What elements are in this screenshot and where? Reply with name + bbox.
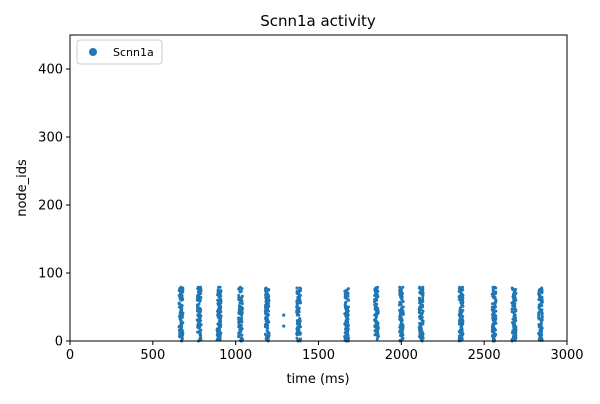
spike-point	[240, 302, 244, 306]
spike-point	[298, 286, 302, 290]
spike-point	[375, 302, 379, 306]
spike-point	[197, 302, 201, 306]
spike-point	[421, 285, 425, 289]
spike-point	[514, 287, 518, 291]
spike-point	[237, 304, 241, 308]
spike-point	[346, 287, 350, 291]
spike-point	[398, 285, 402, 289]
spike-point	[373, 324, 377, 328]
spike-point	[460, 336, 464, 340]
spike-point	[418, 301, 422, 305]
spike-point	[240, 294, 244, 298]
x-axis: 0 500 1000 1500 2000 2500 3000	[66, 341, 584, 363]
spike-point	[195, 318, 199, 322]
legend-marker-scnn1a	[89, 48, 97, 56]
spike-point	[490, 302, 494, 306]
spike-point	[216, 298, 220, 302]
x-tick-label: 1500	[302, 348, 335, 363]
spike-point	[376, 285, 380, 289]
spike-point	[298, 317, 302, 321]
spike-point	[199, 295, 203, 299]
chart-title: Scnn1a activity	[260, 12, 376, 30]
spike-point	[177, 301, 181, 305]
y-tick-label: 100	[38, 267, 63, 282]
y-tick-label: 300	[38, 131, 63, 146]
spike-point	[295, 286, 299, 290]
y-axis-label: node_ids	[15, 159, 30, 217]
spike-point	[461, 285, 465, 289]
spike-point	[216, 288, 220, 292]
spike-point	[540, 308, 544, 312]
spike-point	[179, 285, 183, 289]
spike-point	[196, 285, 200, 289]
spike-point	[295, 336, 299, 340]
spike-point	[237, 293, 241, 297]
spike-point	[239, 336, 243, 340]
spike-point	[219, 314, 223, 318]
spike-point	[343, 334, 347, 338]
spike-point	[398, 300, 402, 304]
spike-point	[537, 332, 541, 336]
spike-point	[537, 323, 541, 327]
spike-point	[240, 333, 244, 337]
spike-point	[344, 300, 348, 304]
spike-point	[540, 318, 544, 322]
spike-point	[298, 337, 302, 341]
spike-point	[263, 332, 267, 336]
x-tick-label: 2500	[468, 348, 501, 363]
spike-marks	[177, 285, 544, 343]
spike-point	[282, 324, 286, 328]
spike-point	[237, 316, 241, 320]
spike-point	[295, 319, 299, 323]
x-tick-label: 1000	[219, 348, 252, 363]
spike-point	[217, 285, 221, 289]
spike-point	[398, 308, 402, 312]
legend-label-scnn1a: Scnn1a	[113, 46, 154, 59]
spike-point	[238, 301, 242, 305]
spike-point	[199, 285, 203, 289]
spike-point	[494, 290, 498, 294]
spike-point	[282, 313, 286, 317]
x-tick-label: 0	[66, 348, 74, 363]
spike-point	[401, 305, 405, 309]
x-axis-label: time (ms)	[286, 372, 349, 387]
spike-point	[510, 286, 514, 290]
spike-point	[461, 308, 465, 312]
spike-point	[264, 286, 268, 290]
spike-point	[490, 305, 494, 309]
spike-point	[458, 285, 462, 289]
spike-point	[219, 289, 223, 293]
spike-point	[199, 328, 203, 332]
spike-point	[401, 285, 405, 289]
spike-point	[240, 316, 244, 320]
spike-point	[239, 289, 243, 293]
x-tick-label: 3000	[550, 348, 583, 363]
spike-point	[459, 306, 463, 310]
spike-point	[493, 285, 497, 289]
legend: Scnn1a	[76, 39, 163, 65]
x-tick-label: 2000	[385, 348, 418, 363]
spike-point	[540, 286, 544, 290]
spike-point	[494, 309, 498, 313]
spike-point	[417, 296, 421, 300]
spike-point	[266, 287, 270, 291]
y-axis: 0 100 200 300 400	[38, 63, 70, 350]
spike-point	[346, 305, 350, 309]
legend-box	[76, 39, 163, 65]
spike-point	[458, 317, 462, 321]
x-tick-label: 500	[140, 348, 165, 363]
spike-point	[265, 329, 269, 333]
y-tick-label: 400	[38, 63, 63, 78]
spike-point	[418, 321, 422, 325]
y-tick-label: 200	[38, 199, 63, 214]
spike-point	[418, 285, 422, 289]
spike-point	[458, 294, 462, 298]
y-tick-label: 0	[55, 335, 63, 350]
spike-point	[238, 285, 242, 289]
